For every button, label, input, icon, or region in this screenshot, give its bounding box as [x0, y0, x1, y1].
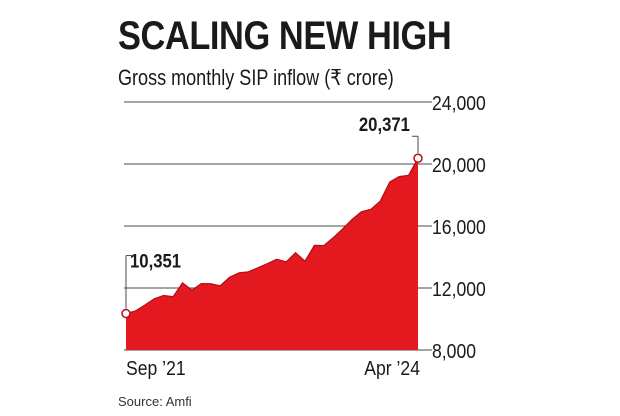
y-tick-label: 16,000	[432, 216, 486, 238]
chart-title: SCALING NEW HIGH	[118, 14, 452, 58]
annotation-marker	[413, 153, 423, 163]
source-note: Source: Amfi	[118, 394, 192, 409]
y-tick-label: 20,000	[432, 154, 486, 176]
y-tick-label: 8,000	[432, 340, 476, 362]
x-tick-label: Sep ’21	[126, 357, 186, 379]
x-axis-ticks: Sep ’21 Apr ’24	[126, 357, 420, 379]
y-tick-label: 24,000	[432, 92, 486, 114]
area-layer	[125, 157, 419, 350]
sip-inflow-area-chart: 10,351 20,371 8,000 12,000 16,000 20,000 24,0…	[121, 92, 486, 379]
annotations: 10,351 20,371	[121, 114, 423, 319]
y-tick-label: 12,000	[432, 278, 486, 300]
chart-subtitle: Gross monthly SIP inflow (₹ crore)	[118, 65, 394, 90]
annotation-end-label: 20,371	[359, 114, 410, 135]
y-axis-ticks: 8,000 12,000 16,000 20,000 24,000	[432, 92, 486, 362]
series-line	[125, 157, 419, 315]
x-tick-label: Apr ’24	[364, 357, 420, 379]
annotation-marker	[121, 308, 131, 319]
series-area	[126, 158, 418, 350]
annotation-start-label: 10,351	[130, 251, 181, 272]
